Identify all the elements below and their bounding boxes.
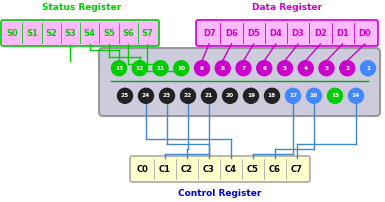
Text: S1: S1 [26, 28, 38, 38]
Text: S5: S5 [103, 28, 115, 38]
Circle shape [328, 88, 343, 103]
Text: 24: 24 [142, 93, 150, 98]
Text: D0: D0 [358, 28, 371, 38]
Text: 9: 9 [200, 66, 204, 71]
Circle shape [139, 88, 154, 103]
Text: 20: 20 [226, 93, 234, 98]
Circle shape [194, 61, 209, 76]
Text: 7: 7 [241, 66, 246, 71]
Text: Control Register: Control Register [178, 189, 262, 199]
Text: 5: 5 [283, 66, 287, 71]
Text: D5: D5 [247, 28, 260, 38]
Circle shape [236, 61, 251, 76]
FancyBboxPatch shape [130, 156, 310, 182]
Text: 2: 2 [345, 66, 349, 71]
FancyBboxPatch shape [1, 20, 159, 46]
Text: 1: 1 [366, 66, 370, 71]
Text: 25: 25 [121, 93, 129, 98]
Text: 10: 10 [177, 66, 185, 71]
Circle shape [159, 88, 174, 103]
Circle shape [215, 61, 230, 76]
Circle shape [201, 88, 216, 103]
Text: S2: S2 [45, 28, 57, 38]
Text: D3: D3 [292, 28, 305, 38]
Circle shape [243, 88, 258, 103]
Text: D2: D2 [314, 28, 327, 38]
Text: C5: C5 [247, 164, 259, 174]
Text: C3: C3 [203, 164, 215, 174]
Circle shape [257, 61, 272, 76]
Text: S7: S7 [142, 28, 153, 38]
Circle shape [348, 88, 363, 103]
Text: Data Register: Data Register [252, 2, 322, 12]
Circle shape [132, 61, 147, 76]
Text: 8: 8 [221, 66, 225, 71]
Text: C0: C0 [137, 164, 149, 174]
Text: C7: C7 [291, 164, 303, 174]
Text: 23: 23 [163, 93, 171, 98]
Text: 16: 16 [310, 93, 318, 98]
Circle shape [223, 88, 238, 103]
Text: 11: 11 [156, 66, 165, 71]
Text: S6: S6 [122, 28, 134, 38]
Text: S0: S0 [7, 28, 18, 38]
Circle shape [117, 88, 132, 103]
Text: 3: 3 [325, 66, 328, 71]
Circle shape [174, 61, 189, 76]
FancyBboxPatch shape [196, 20, 378, 46]
Circle shape [360, 61, 375, 76]
Text: 18: 18 [268, 93, 276, 98]
Text: D7: D7 [203, 28, 216, 38]
Circle shape [319, 61, 334, 76]
Text: D6: D6 [225, 28, 238, 38]
Circle shape [298, 61, 313, 76]
Text: C6: C6 [269, 164, 281, 174]
Text: S4: S4 [84, 28, 95, 38]
Text: C1: C1 [159, 164, 171, 174]
Text: 12: 12 [136, 66, 144, 71]
Circle shape [340, 61, 355, 76]
Text: D1: D1 [336, 28, 349, 38]
Text: 22: 22 [184, 93, 192, 98]
Circle shape [112, 61, 127, 76]
Text: 15: 15 [331, 93, 339, 98]
Text: 14: 14 [352, 93, 360, 98]
Text: Status Register: Status Register [42, 2, 122, 12]
Text: 4: 4 [304, 66, 308, 71]
Text: 17: 17 [289, 93, 297, 98]
Text: 6: 6 [262, 66, 266, 71]
Circle shape [306, 88, 321, 103]
Text: 19: 19 [247, 93, 255, 98]
Text: D4: D4 [270, 28, 282, 38]
Circle shape [181, 88, 196, 103]
Text: 13: 13 [115, 66, 123, 71]
Text: 21: 21 [205, 93, 213, 98]
Text: C2: C2 [181, 164, 193, 174]
Circle shape [264, 88, 280, 103]
Circle shape [153, 61, 168, 76]
Circle shape [278, 61, 293, 76]
Circle shape [286, 88, 301, 103]
FancyBboxPatch shape [99, 48, 380, 116]
Text: C4: C4 [225, 164, 237, 174]
Text: S3: S3 [65, 28, 76, 38]
